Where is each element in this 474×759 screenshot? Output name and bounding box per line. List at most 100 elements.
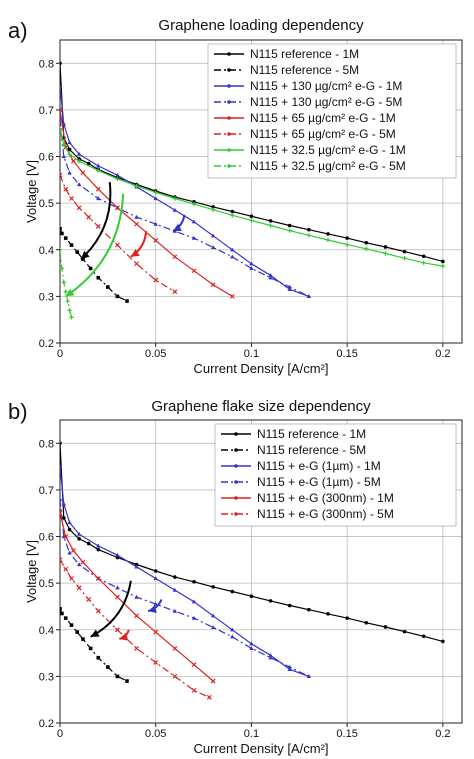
data-point (326, 612, 330, 616)
x-tick-label: 0.1 (244, 728, 259, 740)
y-tick-label: 0.8 (39, 438, 54, 450)
data-point (191, 615, 197, 620)
data-point (268, 653, 273, 658)
legend-marker (234, 464, 238, 468)
legend-entry: N115 + e-G (300nm) - 1M (257, 491, 394, 505)
data-point (60, 510, 63, 516)
series-1 (60, 606, 129, 683)
data-point (81, 637, 85, 641)
plot-frame (59, 419, 463, 724)
data-point (86, 214, 92, 220)
legend-marker (227, 100, 231, 104)
series-7 (60, 247, 74, 320)
y-tick-label: 0.4 (39, 245, 54, 257)
data-point (115, 674, 120, 679)
data-point (61, 142, 67, 148)
legend-marker (227, 84, 231, 88)
data-point (210, 613, 216, 618)
data-point (383, 245, 388, 249)
data-point (440, 263, 446, 269)
legend-entry: N115 + e-G (300nm) - 5M (257, 507, 394, 521)
data-point (402, 629, 407, 634)
x-tick-label: 0.2 (435, 348, 450, 360)
data-point (81, 257, 85, 261)
data-point (62, 516, 66, 520)
y-tick-label: 0.7 (39, 105, 54, 117)
data-point (60, 611, 64, 616)
legend-marker (227, 52, 231, 56)
data-point (115, 585, 120, 590)
series-line (60, 499, 310, 677)
annotation-arrow (90, 580, 132, 638)
series-line (60, 109, 233, 297)
annotation-arrow (80, 182, 112, 260)
data-point (287, 287, 292, 291)
data-point (67, 152, 72, 157)
x-tick-label: 0.2 (435, 728, 450, 740)
series-line (60, 228, 128, 302)
data-point (96, 543, 101, 548)
data-point (307, 607, 311, 612)
data-point (210, 678, 216, 684)
data-point (63, 534, 69, 539)
data-point (191, 235, 197, 240)
data-point (210, 625, 216, 630)
series-line (60, 119, 310, 297)
x-tick-label: 0 (57, 728, 63, 740)
y-axis-label: Voltage [V] (24, 540, 39, 603)
data-point (402, 249, 407, 254)
y-tick-label: 0.6 (39, 532, 54, 544)
data-point (115, 294, 120, 299)
data-point (230, 247, 235, 252)
data-point (249, 214, 254, 219)
legend-box (214, 423, 457, 527)
data-point (80, 559, 86, 565)
data-point (153, 277, 159, 283)
data-point (287, 228, 292, 233)
data-point (96, 163, 101, 168)
data-point (249, 641, 254, 646)
data-point (153, 659, 159, 665)
data-point (86, 597, 92, 602)
data-point (60, 107, 63, 113)
series-line (60, 63, 444, 262)
data-point (230, 627, 235, 632)
x-tick-label: 0.05 (145, 348, 166, 360)
data-point (60, 172, 63, 178)
legend-entry: N115 + 130 µg/cm² e-G - 1M (250, 79, 402, 93)
data-point (153, 629, 159, 635)
chart-title: Graphene flake size dependency (151, 398, 371, 415)
data-point (206, 694, 212, 700)
data-point (63, 186, 69, 192)
data-point (287, 223, 292, 228)
annotation-arrow (172, 214, 186, 233)
data-point (153, 238, 159, 243)
data-point (60, 84, 63, 89)
legend-entry: N115 + 130 µg/cm² e-G - 5M (250, 95, 402, 109)
data-point (95, 186, 101, 192)
legend-entry: N115 + e-G (1µm) - 1M (257, 459, 381, 473)
data-point (383, 251, 388, 256)
data-point (76, 562, 82, 567)
data-point (60, 247, 63, 252)
data-point (134, 221, 139, 227)
data-point (67, 308, 72, 313)
data-point (172, 587, 178, 592)
legend-entry: N115 reference - 5M (250, 63, 359, 77)
data-point (268, 273, 273, 278)
y-tick-label: 0.4 (39, 625, 54, 637)
data-point (364, 620, 369, 625)
data-point (115, 176, 120, 182)
data-point (210, 245, 216, 250)
chart-panel-1: b) Graphene flake size dependency 0 0.05 0.1… (8, 398, 463, 756)
legend-marker (227, 164, 231, 168)
arrow-head (90, 629, 100, 637)
data-point (88, 266, 93, 271)
legend-marker (234, 496, 238, 500)
series-1 (60, 226, 129, 303)
data-point (60, 606, 62, 611)
arrow-head (148, 605, 157, 614)
data-point (306, 233, 312, 238)
data-point (96, 196, 101, 201)
chart-panel-0: a) Graphene loading dependency 0 0.05 0.1 0.1… (8, 17, 463, 376)
